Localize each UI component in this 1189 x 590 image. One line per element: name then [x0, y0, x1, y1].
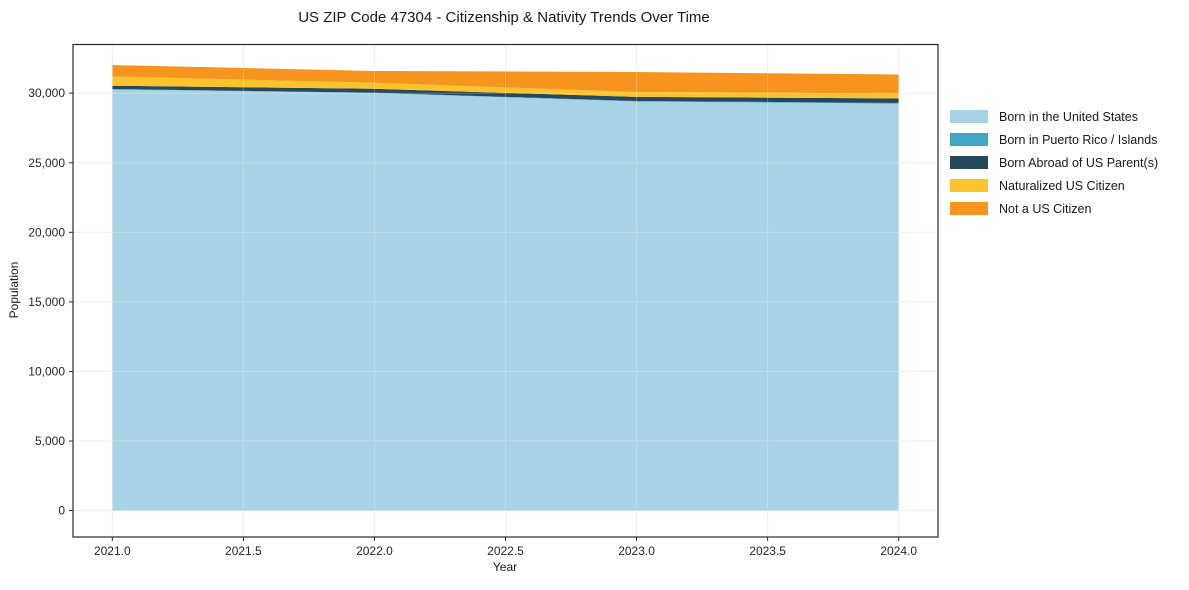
- legend-swatch-icon: [950, 110, 988, 123]
- legend: Born in the United States Born in Puerto …: [950, 105, 1158, 220]
- legend-item: Not a US Citizen: [950, 197, 1158, 220]
- y-tick-label: 0: [58, 504, 65, 518]
- area-born-abroad-of-us-parent-s-: [112, 85, 899, 103]
- legend-swatch-icon: [950, 202, 988, 215]
- legend-label: Naturalized US Citizen: [999, 178, 1125, 193]
- x-axis-label: Year: [492, 560, 518, 574]
- area-born-in-the-united-states: [112, 89, 899, 511]
- y-tick-label: 15,000: [28, 295, 65, 309]
- x-tick-label: 2023.0: [618, 544, 655, 558]
- legend-label: Born in the United States: [999, 109, 1138, 124]
- x-tick-label: 2021.0: [94, 544, 131, 558]
- legend-item: Born Abroad of US Parent(s): [950, 151, 1158, 174]
- y-tick-label: 10,000: [28, 364, 65, 378]
- legend-swatch-icon: [950, 133, 988, 146]
- legend-item: Naturalized US Citizen: [950, 174, 1158, 197]
- x-tick-label: 2024.0: [880, 544, 917, 558]
- legend-label: Born Abroad of US Parent(s): [999, 155, 1159, 170]
- legend-swatch-icon: [950, 179, 988, 192]
- legend-label: Born in Puerto Rico / Islands: [999, 132, 1158, 147]
- area-not-a-us-citizen: [112, 65, 899, 94]
- y-tick-label: 25,000: [28, 156, 65, 170]
- x-tick-label: 2022.0: [356, 544, 393, 558]
- y-tick-label: 20,000: [28, 225, 65, 239]
- legend-item: Born in the United States: [950, 105, 1158, 128]
- y-tick-label: 5,000: [35, 434, 65, 448]
- x-tick-label: 2022.5: [487, 544, 524, 558]
- legend-label: Not a US Citizen: [999, 201, 1092, 216]
- legend-item: Born in Puerto Rico / Islands: [950, 128, 1158, 151]
- area-naturalized-us-citizen: [112, 76, 899, 99]
- legend-swatch-icon: [950, 156, 988, 169]
- y-tick-label: 30,000: [28, 86, 65, 100]
- x-tick-label: 2023.5: [749, 544, 786, 558]
- chart-title: US ZIP Code 47304 - Citizenship & Nativi…: [298, 9, 710, 26]
- x-tick-label: 2021.5: [225, 544, 262, 558]
